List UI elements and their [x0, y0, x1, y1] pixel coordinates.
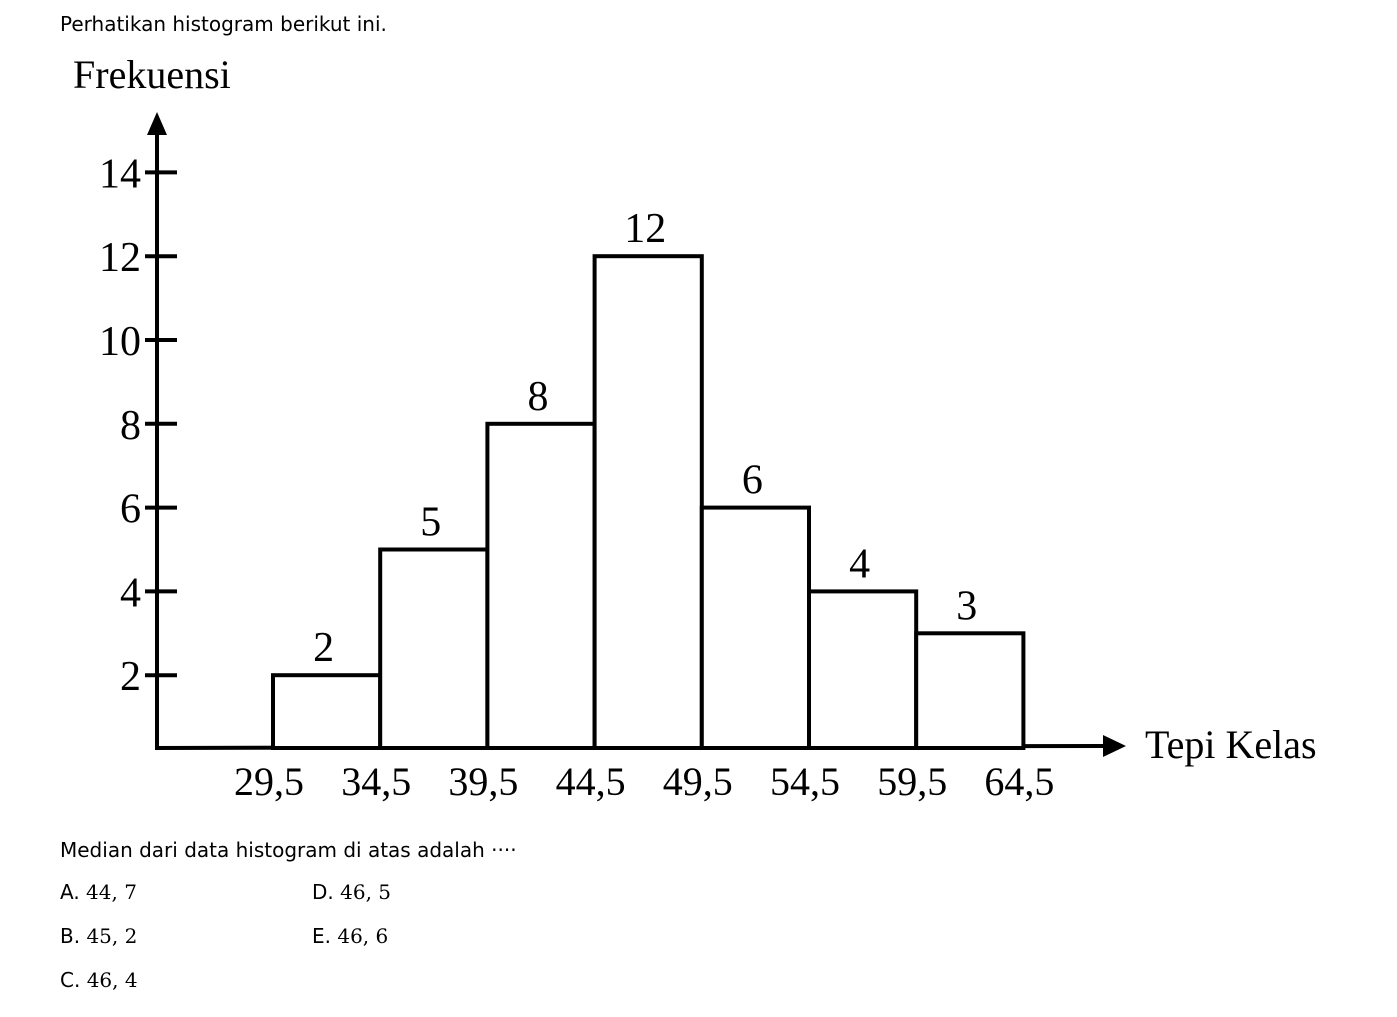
x-tick-label: 44,5: [556, 759, 626, 804]
bar-value-label: 6: [742, 458, 763, 504]
histogram-bar: [378, 547, 490, 750]
x-tick-label: 59,5: [877, 759, 947, 804]
bar-value-label: 3: [956, 583, 977, 629]
bar-value-label: 8: [528, 374, 549, 420]
option-letter: C.: [60, 968, 81, 992]
question-text: Median dari data histogram di atas adala…: [60, 838, 517, 862]
option-b[interactable]: B. 45, 2: [60, 924, 137, 948]
y-tick-label: 8: [120, 403, 141, 449]
x-axis-title: Tepi Kelas: [1145, 722, 1317, 767]
option-e[interactable]: E. 46, 6: [312, 924, 388, 948]
y-axis-title: Frekuensi: [73, 52, 231, 97]
option-letter: E.: [312, 924, 331, 948]
histogram-bar: [485, 421, 597, 750]
x-tick-label: 54,5: [770, 759, 840, 804]
option-value: 46, 5: [340, 880, 392, 904]
bar-value-label: 4: [849, 541, 870, 587]
option-value: 45, 2: [86, 924, 138, 948]
histogram-bar: [914, 631, 1026, 750]
x-tick-label: 49,5: [663, 759, 733, 804]
histogram-chart: Frekuensi Tepi Kelas 2 4 6 8 10 12 14 2 5 8 12 6 4 3 29…: [73, 52, 1317, 804]
bar-value-label: 2: [313, 625, 334, 671]
y-tick-label: 10: [99, 319, 141, 365]
y-axis-arrow-icon: [147, 112, 167, 135]
x-axis-arrow-icon: [1103, 735, 1126, 757]
y-tick-label: 6: [120, 487, 141, 533]
labels: 2 5 8 12 6 4 3 29,5 34,5 39,5 44,5 49,5 54,5 59,5 64,5: [234, 206, 1054, 804]
x-tick-label: 29,5: [234, 759, 304, 804]
histogram-bar: [592, 254, 704, 750]
bars: [271, 254, 1026, 751]
x-tick-label: 64,5: [984, 759, 1054, 804]
y-tick-label: 2: [120, 654, 141, 700]
bar-value-label: 12: [624, 206, 666, 252]
question-intro: Perhatikan histogram berikut ini.: [60, 12, 387, 36]
y-tick-label: 4: [120, 570, 141, 616]
histogram-bar: [699, 505, 811, 750]
x-tick-label: 34,5: [341, 759, 411, 804]
histogram-bar: [271, 673, 383, 751]
option-c[interactable]: C. 46, 4: [60, 968, 138, 992]
x-tick-label: 39,5: [448, 759, 518, 804]
option-d[interactable]: D. 46, 5: [312, 880, 391, 904]
option-a[interactable]: A. 44, 7: [60, 880, 137, 904]
bar-value-label: 5: [420, 500, 441, 546]
option-letter: A.: [60, 880, 80, 904]
option-value: 44, 7: [86, 880, 137, 904]
y-tick-label: 14: [99, 151, 141, 197]
option-value: 46, 4: [86, 968, 138, 992]
option-letter: B.: [60, 924, 81, 948]
option-value: 46, 6: [337, 924, 389, 948]
option-letter: D.: [312, 880, 334, 904]
y-tick-label: 12: [99, 235, 141, 281]
histogram-bar: [807, 589, 919, 751]
